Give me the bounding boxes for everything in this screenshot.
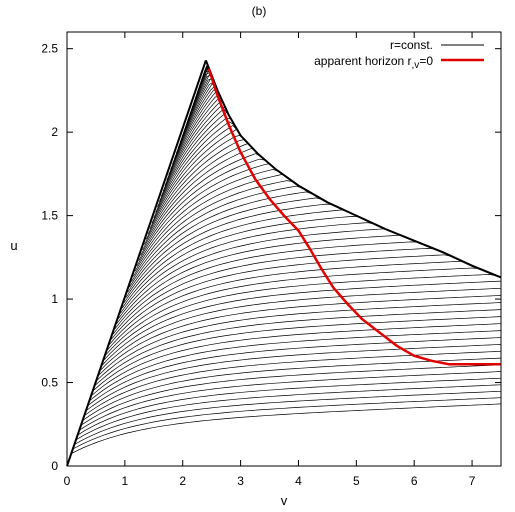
r-const-line: [164, 97, 501, 278]
r-const-line: [200, 68, 501, 278]
y-tick-label: 1: [51, 292, 58, 306]
r-const-line: [74, 390, 501, 445]
y-tick-label: 2: [51, 125, 58, 139]
r-const-line: [84, 350, 501, 416]
upper-envelope: [66, 60, 502, 467]
r-const-line: [172, 84, 501, 278]
y-tick-label: 0: [51, 459, 58, 473]
r-const-line: [100, 287, 501, 371]
plot-frame: [66, 31, 502, 467]
r-const-line: [81, 364, 501, 426]
r-const-line: [158, 108, 501, 278]
r-const-line: [187, 71, 501, 278]
r-const-line: [160, 106, 501, 278]
x-tick-label: 5: [353, 474, 360, 488]
r-const-line: [71, 403, 501, 454]
r-const-contours: [71, 62, 501, 454]
x-axis-label: v: [281, 493, 288, 508]
x-axis-ticks: 0 1 2 3 4 5 6 7: [64, 32, 476, 488]
x-tick-label: 3: [237, 474, 244, 488]
r-const-line: [72, 397, 501, 450]
r-const-line: [105, 267, 501, 356]
r-const-line: [96, 302, 501, 381]
r-const-line: [98, 295, 501, 376]
r-const-line: [155, 118, 501, 278]
apparent-horizon-line: [207, 68, 501, 366]
chart-title: (b): [252, 4, 267, 18]
y-axis-ticks: 0 0.5 1 1.5 2 2.5: [41, 42, 501, 473]
r-const-line: [142, 147, 501, 278]
x-tick-label: 2: [179, 474, 186, 488]
r-const-line: [166, 96, 501, 278]
r-const-line: [170, 89, 501, 278]
r-const-line: [210, 72, 501, 278]
r-const-line: [179, 77, 501, 278]
x-tick-label: 0: [64, 474, 71, 488]
r-const-line: [162, 99, 501, 278]
y-axis-label: u: [10, 238, 17, 253]
x-tick-label: 6: [411, 474, 418, 488]
r-const-line: [87, 337, 501, 406]
r-const-line: [140, 153, 501, 278]
r-const-line: [94, 309, 501, 386]
r-const-line: [103, 274, 501, 361]
x-tick-label: 4: [295, 474, 302, 488]
r-const-line: [79, 371, 501, 431]
r-const-line: [136, 163, 501, 278]
rising-boundary-line: [66, 60, 207, 467]
r-const-line: [157, 111, 501, 278]
r-const-line: [208, 67, 501, 278]
r-const-line: [89, 330, 501, 401]
y-tick-label: 0.5: [41, 376, 58, 390]
y-tick-label: 2.5: [41, 42, 58, 56]
r-const-line: [123, 203, 501, 303]
r-const-line: [107, 260, 501, 350]
r-const-line: [204, 68, 501, 278]
upper-boundary-line: [204, 60, 502, 279]
legend: r=const. apparent horizon r,v=0: [314, 38, 484, 71]
legend-label-r-const: r=const.: [390, 38, 433, 52]
r-const-line: [212, 77, 501, 278]
r-const-line: [183, 74, 501, 278]
r-const-line: [91, 323, 501, 396]
r-const-line: [77, 377, 501, 436]
r-const-line: [93, 316, 501, 391]
legend-label-apparent-horizon: apparent horizon r,v=0: [314, 54, 433, 71]
r-const-line: [102, 280, 501, 366]
r-const-line: [181, 73, 501, 278]
y-tick-label: 1.5: [41, 209, 58, 223]
r-const-line: [86, 344, 501, 411]
r-const-line: [76, 384, 501, 441]
r-const-line: [109, 254, 501, 345]
x-tick-label: 7: [469, 474, 476, 488]
r-const-line: [125, 197, 501, 298]
apparent-horizon-curve: [207, 68, 501, 366]
x-tick-label: 1: [122, 474, 129, 488]
r-const-line: [132, 173, 501, 278]
